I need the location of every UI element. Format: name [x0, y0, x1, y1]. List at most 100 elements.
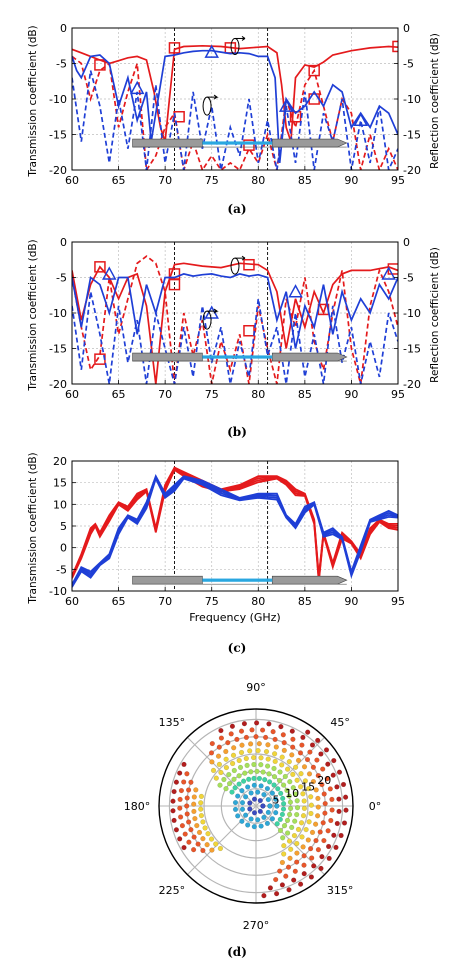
y-tick-label: -15: [49, 343, 67, 356]
scatter-point: [271, 774, 278, 780]
scatter-point: [255, 789, 261, 795]
scatter-point: [276, 777, 283, 784]
y-tick-label-right: -5: [403, 58, 414, 71]
polar-angle-label: 180°: [124, 800, 151, 813]
scatter-point: [267, 885, 273, 891]
scatter-point: [191, 847, 197, 853]
scatter-point: [286, 838, 293, 844]
scatter-point: [257, 808, 263, 814]
scatter-point: [236, 781, 242, 787]
x-tick-label: 90: [344, 388, 358, 401]
scatter-point: [277, 827, 284, 834]
scatter-point: [286, 887, 292, 893]
arrow-left-icon: [207, 94, 219, 100]
series-group: [72, 255, 398, 384]
series-line-blue-solid: [72, 476, 398, 588]
scatter-point: [236, 757, 242, 764]
scatter-point: [290, 785, 296, 791]
scatter-point: [198, 800, 204, 806]
x-tick-label: 70: [158, 388, 172, 401]
scatter-point: [291, 833, 297, 839]
scatter-point: [290, 771, 296, 777]
scatter-point: [270, 729, 276, 735]
scatter-point: [171, 817, 177, 823]
scatter-point: [265, 742, 271, 748]
scatter-point: [294, 777, 300, 783]
scatter-point: [324, 776, 330, 782]
scatter-point: [186, 839, 192, 845]
scatter-point: [291, 877, 297, 883]
scatter-point: [260, 727, 266, 733]
scatter-point: [277, 816, 283, 822]
scatter-point: [281, 747, 287, 753]
scatter-point: [198, 793, 204, 799]
series-line-red-dashed: [72, 255, 398, 384]
scatter-point: [248, 790, 254, 796]
y-tick-label: -10: [49, 93, 67, 106]
scatter-point: [315, 804, 321, 810]
scatter-point: [331, 832, 337, 838]
waveguide-right-icon: [271, 138, 348, 148]
scatter-point: [223, 748, 229, 755]
panel-label: (a): [227, 202, 246, 216]
series-group: [72, 466, 398, 588]
scatter-point: [273, 796, 279, 802]
scatter-point: [181, 761, 187, 767]
scatter-point: [290, 736, 296, 742]
scatter-point: [244, 762, 250, 768]
scatter-point: [280, 732, 286, 738]
scatter-point: [251, 796, 258, 802]
scatter-point: [289, 824, 295, 830]
data-point-square: [243, 325, 255, 337]
scatter-point: [280, 835, 286, 841]
scatter-point: [273, 810, 279, 816]
scatter-point: [338, 832, 344, 839]
series-line-red-dashed: [72, 55, 398, 170]
scatter-point: [223, 765, 229, 771]
series-line-blue-solid: [72, 49, 398, 163]
scatter-point: [246, 776, 252, 782]
x-tick-label: 65: [112, 388, 126, 401]
scatter-point: [281, 740, 287, 746]
scatter-point: [300, 813, 307, 819]
scatter-point: [288, 846, 294, 852]
scatter-point: [264, 820, 270, 826]
x-tick-label: 65: [112, 174, 126, 187]
y-tick-label-right: -10: [403, 307, 421, 320]
scatter-point: [213, 841, 219, 847]
scatter-point: [253, 734, 259, 740]
scatter-point: [237, 764, 244, 770]
x-tick-label: 60: [65, 388, 79, 401]
scatter-point: [275, 786, 281, 792]
scatter-point: [226, 772, 232, 778]
y-tick-label-right: -5: [403, 272, 414, 285]
scatter-point: [281, 801, 287, 807]
arrowhead-right-icon: [241, 255, 246, 261]
scatter-point: [309, 829, 316, 835]
scatter-point: [319, 854, 325, 860]
scatter-point: [328, 817, 334, 824]
scatter-point: [286, 759, 292, 765]
scatter-point: [231, 767, 237, 774]
scatter-point: [210, 767, 217, 773]
scatter-point: [323, 747, 330, 753]
data-point-square: [94, 59, 106, 71]
scatter-point: [181, 845, 187, 851]
y-tick-label: -5: [56, 58, 67, 71]
scatter-point: [231, 776, 237, 782]
scatter-point: [294, 859, 300, 865]
data-point-triangle: [381, 266, 396, 280]
scatter-point: [285, 830, 291, 836]
x-tick-label: 80: [251, 174, 265, 187]
scatter-point: [170, 808, 176, 814]
scatter-point: [191, 834, 197, 840]
scatter-point: [179, 823, 185, 829]
data-point-triangle: [204, 44, 219, 58]
x-tick-label: 70: [158, 595, 172, 608]
scatter-point: [301, 764, 308, 770]
scatter-point: [235, 813, 241, 819]
y-tick-label: -20: [49, 164, 67, 177]
scatter-point: [336, 769, 343, 775]
scatter-point: [279, 754, 285, 760]
scatter-point: [274, 803, 280, 809]
